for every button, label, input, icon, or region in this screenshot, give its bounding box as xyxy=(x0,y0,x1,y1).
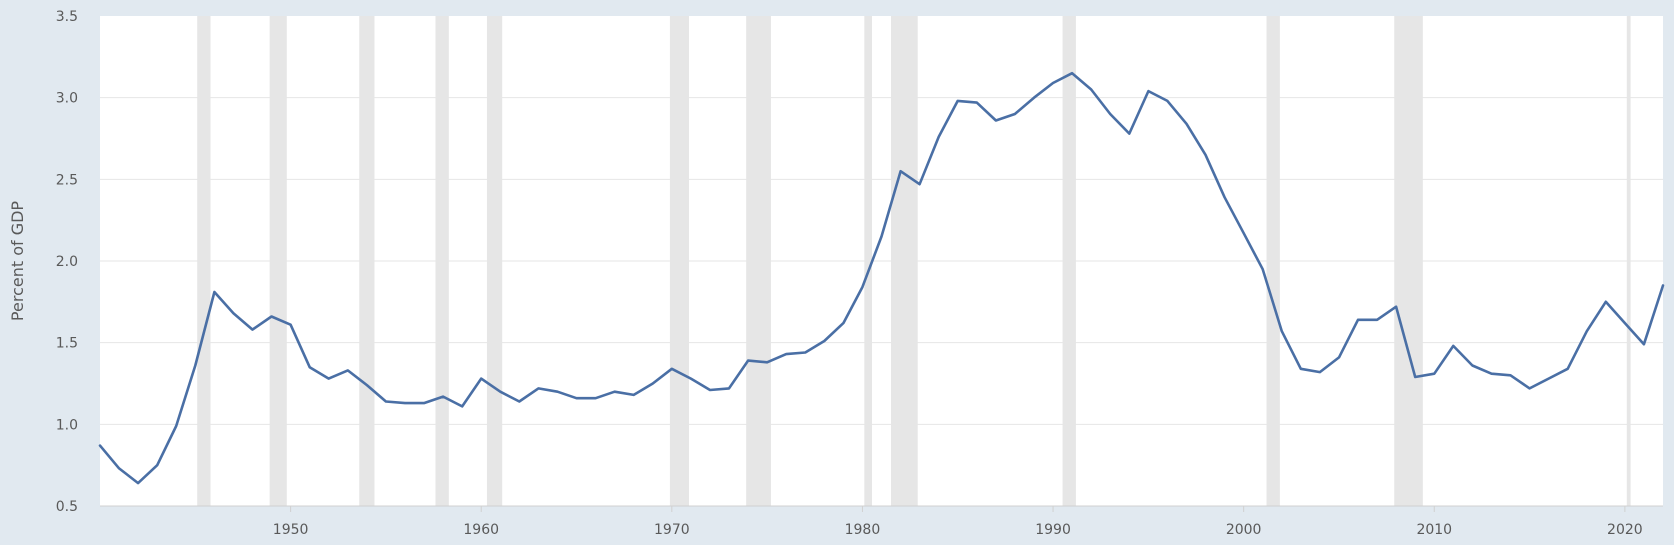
y-tick-label: 3.5 xyxy=(56,9,78,25)
x-tick-label: 1950 xyxy=(273,522,309,538)
x-tick-label: 2020 xyxy=(1607,522,1643,538)
x-axis-ticks: 1950 1960 1970 1980 1990 2000 2010 2020 xyxy=(273,506,1643,538)
x-tick-label: 1980 xyxy=(845,522,881,538)
x-tick-label: 2000 xyxy=(1226,522,1262,538)
y-tick-label: 1.0 xyxy=(56,417,78,433)
x-tick-label: 1990 xyxy=(1035,522,1071,538)
y-axis-ticks: 0.5 1.0 1.5 2.0 2.5 3.0 3.5 xyxy=(56,9,78,515)
x-tick-label: 1960 xyxy=(463,522,499,538)
gridlines xyxy=(100,97,1663,425)
y-tick-label: 2.0 xyxy=(56,254,78,270)
y-tick-label: 3.0 xyxy=(56,91,78,107)
y-tick-label: 2.5 xyxy=(56,172,78,188)
series-line xyxy=(98,71,1665,485)
x-tick-label: 1970 xyxy=(654,522,690,538)
y-tick-label: 0.5 xyxy=(56,499,78,515)
y-tick-label: 1.5 xyxy=(56,336,78,352)
x-tick-label: 2010 xyxy=(1416,522,1452,538)
y-axis-label: Percent of GDP xyxy=(8,201,27,322)
